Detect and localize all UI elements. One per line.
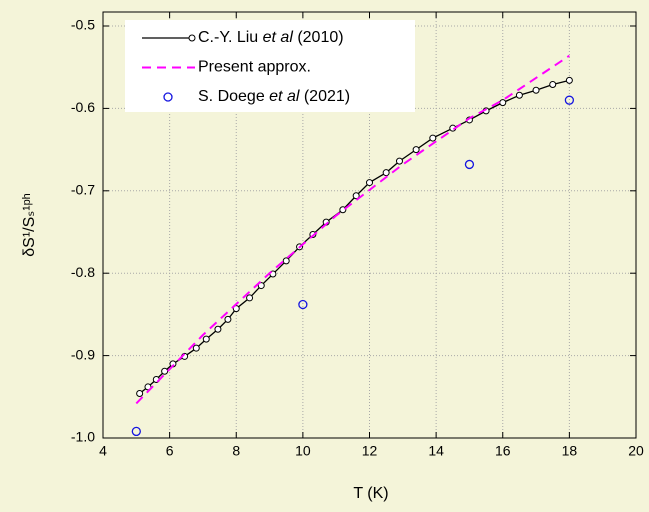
x-tick-label: 6 — [166, 443, 174, 459]
data-point — [565, 76, 573, 84]
data-point — [246, 294, 254, 302]
x-tick-label: 14 — [428, 443, 444, 459]
data-point — [298, 299, 308, 310]
legend-label-part: (2021) — [299, 88, 350, 105]
data-point — [464, 159, 475, 170]
y-tick-label: -0.9 — [71, 346, 95, 362]
legend-marker — [163, 92, 173, 102]
data-point — [131, 426, 141, 437]
data-point — [429, 134, 437, 142]
data-point — [202, 335, 210, 343]
y-tick-label: -0.7 — [71, 182, 95, 198]
x-tick-label: 10 — [295, 443, 311, 459]
x-tick-label: 4 — [99, 443, 107, 459]
legend-marker — [188, 34, 196, 42]
data-point — [499, 99, 507, 107]
series-line — [135, 54, 570, 405]
legend-label-part: et al — [269, 88, 300, 105]
data-point — [564, 95, 575, 105]
data-point — [366, 179, 373, 187]
y-tick-label: -0.5 — [71, 17, 95, 33]
data-point — [412, 146, 420, 154]
data-point — [282, 257, 290, 265]
x-tick-label: 8 — [232, 443, 240, 459]
data-point — [136, 390, 144, 398]
y-tick-label: -1.0 — [71, 429, 95, 445]
data-point — [395, 157, 403, 165]
y-tick-label: -0.6 — [71, 99, 95, 115]
data-point — [192, 344, 200, 352]
y-tick-label: -0.8 — [71, 264, 95, 280]
data-point — [532, 86, 540, 94]
data-point — [224, 315, 232, 323]
data-point — [257, 282, 265, 290]
data-point — [214, 325, 222, 333]
data-point — [352, 192, 360, 200]
data-point — [549, 81, 557, 89]
legend-label: Present approx. — [198, 59, 311, 76]
legend-label: S. Doege et al (2021) — [198, 88, 350, 105]
legend-label-part: C.-Y. Liu — [198, 29, 263, 46]
x-axis-label: T (K) — [353, 485, 388, 502]
data-point — [515, 91, 523, 99]
x-tick-label: 16 — [495, 443, 511, 459]
legend-label: C.-Y. Liu et al (2010) — [198, 29, 344, 46]
legend-label-part: (2010) — [293, 29, 344, 46]
x-tick-label: 18 — [562, 443, 578, 459]
data-point — [161, 367, 169, 375]
data-point — [232, 305, 240, 313]
legend-label-part: et al — [263, 29, 294, 46]
legend-label-part: S. Doege — [198, 88, 269, 105]
y-axis-label: δS¹/Sₛ¹ᵖʰ — [21, 193, 38, 257]
data-point — [382, 169, 390, 177]
legend-box — [125, 20, 415, 112]
plot-frame — [102, 11, 637, 439]
x-tick-label: 12 — [362, 443, 378, 459]
x-tick-label: 20 — [628, 443, 644, 459]
